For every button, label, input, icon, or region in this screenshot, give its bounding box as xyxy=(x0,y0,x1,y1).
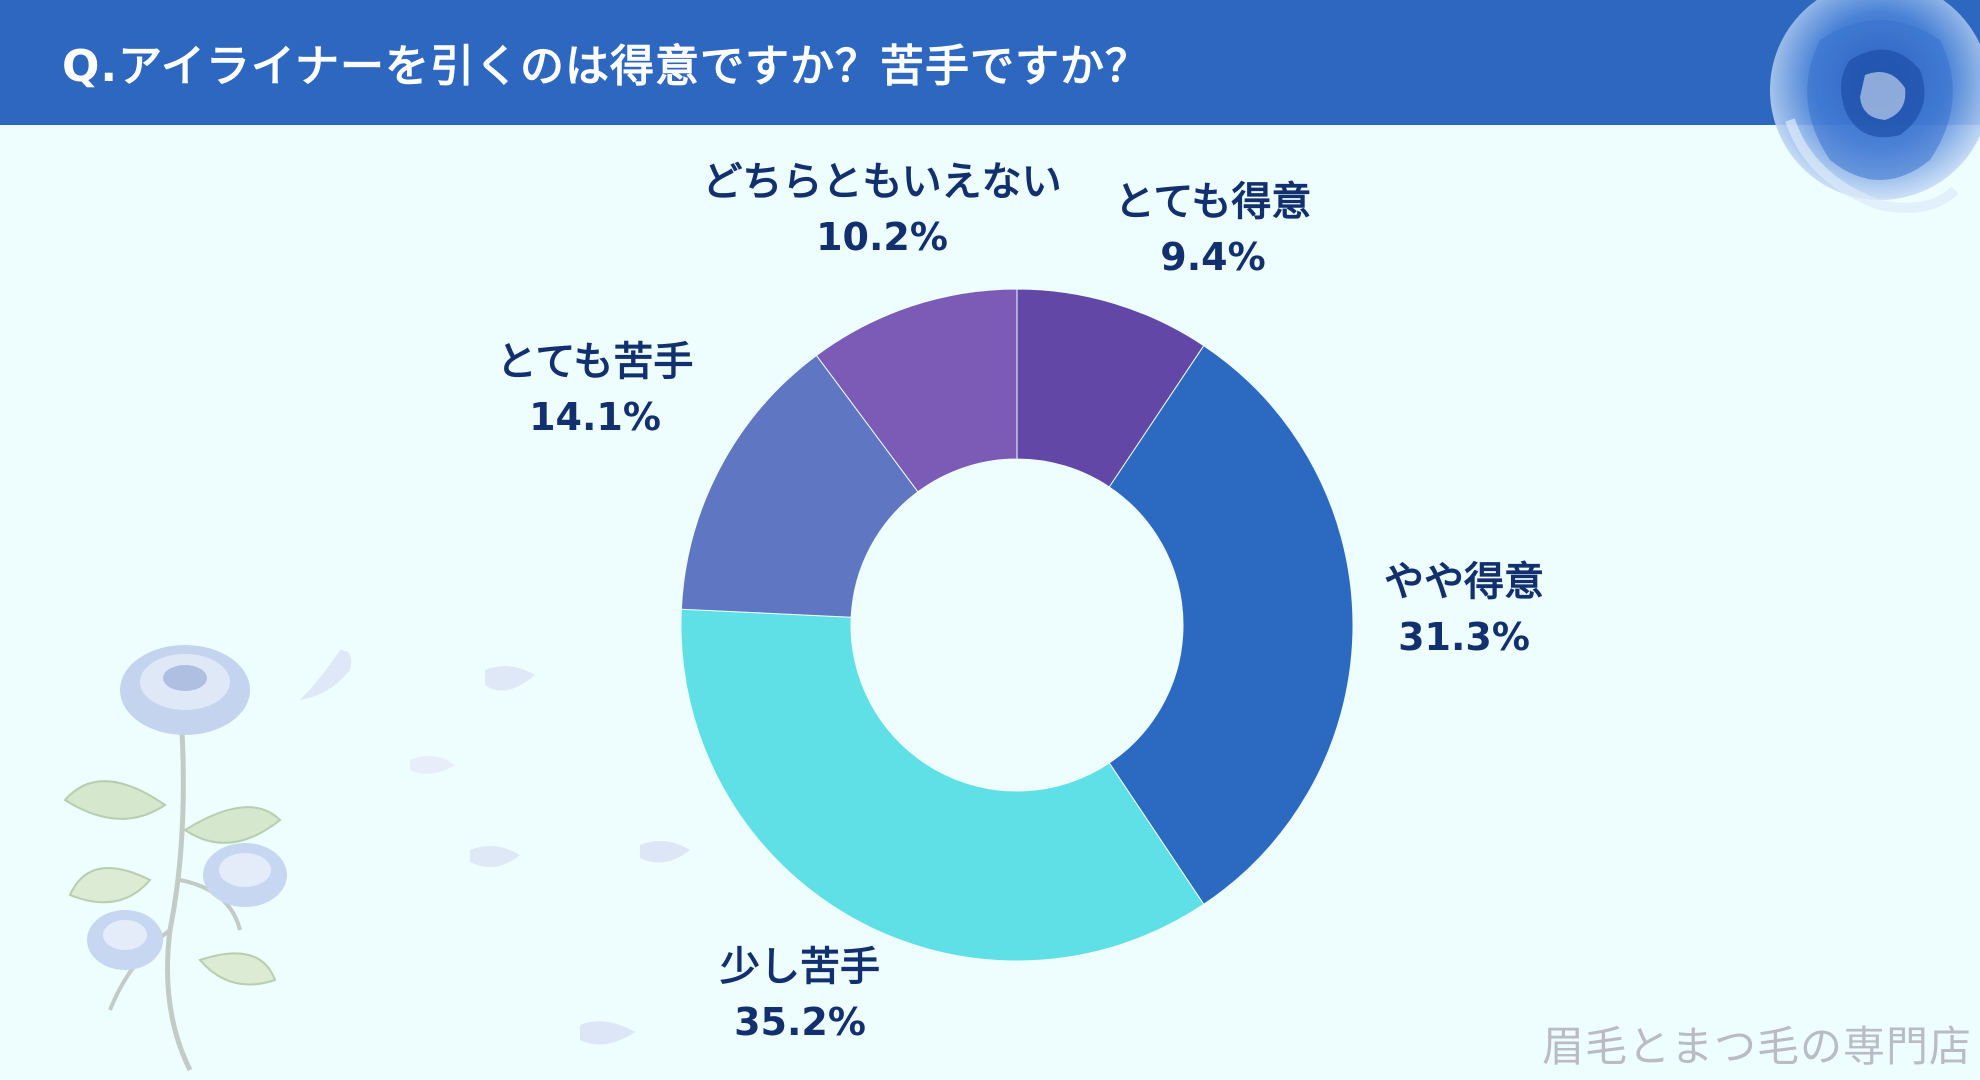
header-bar: Q.アイライナーを引くのは得意ですか？苦手ですか？ xyxy=(0,0,1980,125)
slice-category-label-2: やや得意 xyxy=(1384,559,1544,605)
petal-decorations xyxy=(300,650,690,1045)
donut-slice-3 xyxy=(680,608,1205,962)
donut-slices xyxy=(680,288,1354,962)
slice-value-label-5: 10.2% xyxy=(816,215,948,259)
donut-slice-5 xyxy=(815,288,1018,493)
slice-value-label-2: 31.3% xyxy=(1398,615,1530,659)
rose-decoration-top-right xyxy=(1770,0,1980,213)
slice-category-label-4: とても苦手 xyxy=(497,339,694,385)
donut-slice-2 xyxy=(1108,345,1354,905)
donut-slice-4 xyxy=(680,354,919,618)
watermark-text: 眉毛とまつ毛の専門店 xyxy=(1541,1022,1972,1071)
slice-category-label-3: 少し苦手 xyxy=(720,944,880,990)
question-title: Q.アイライナーを引くのは得意ですか？苦手ですか？ xyxy=(62,41,1151,92)
slice-value-label-4: 14.1% xyxy=(529,395,661,439)
slice-value-label-1: 9.4% xyxy=(1160,235,1265,279)
slice-category-label-5: どちらともいえない xyxy=(702,159,1061,205)
slice-category-label-1: とても得意 xyxy=(1115,179,1312,225)
slice-value-label-3: 35.2% xyxy=(734,1000,866,1044)
rose-decoration-bottom-left xyxy=(63,645,287,1072)
slice-labels: とても得意 9.4% やや得意 31.3% 少し苦手 35.2% とても苦手 14.1% どちら… xyxy=(497,159,1544,1044)
